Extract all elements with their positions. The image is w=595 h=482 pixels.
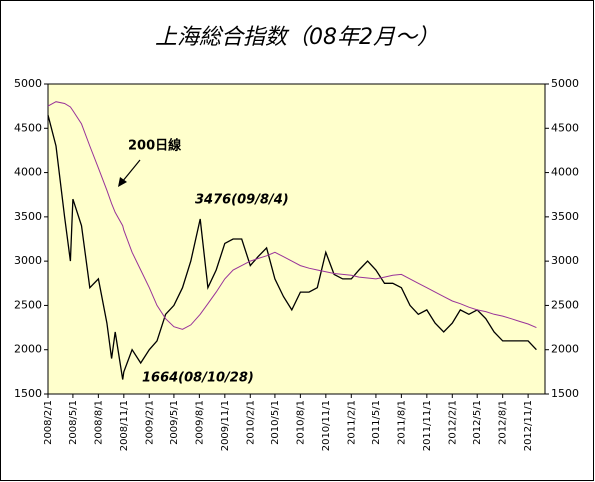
- x-tick-label: 2010/8/1: [295, 400, 306, 445]
- y2-tick-label: 5000: [551, 77, 579, 90]
- x-tick-label: 2008/8/1: [93, 400, 104, 445]
- y-tick-label: 2500: [14, 298, 42, 311]
- chart-title: 上海総合指数（08年2月～）: [155, 25, 439, 50]
- x-tick-label: 2009/8/1: [194, 400, 205, 445]
- y-tick-label: 3000: [14, 254, 42, 267]
- annotation: 200日線: [128, 138, 182, 154]
- x-tick-label: 2009/5/1: [169, 400, 180, 445]
- y2-tick-label: 1500: [551, 387, 579, 400]
- x-tick-label: 2008/5/1: [68, 400, 79, 445]
- x-tick-label: 2012/2/1: [447, 400, 458, 445]
- annotation-arrow: [121, 159, 141, 183]
- marks: [47, 101, 537, 380]
- series-line: [47, 101, 537, 330]
- x-tick-label: 2012/5/1: [472, 400, 483, 445]
- y2-tick-label: 2000: [551, 343, 579, 356]
- y-tick-label: 3500: [14, 210, 42, 223]
- y-tick-label: 4500: [14, 121, 42, 134]
- y2-tick-label: 4500: [551, 121, 579, 134]
- x-tick-label: 2011/2/1: [346, 400, 357, 445]
- y-tick-label: 5000: [14, 77, 42, 90]
- series-line: [47, 114, 537, 380]
- x-tick-label: 2012/8/1: [498, 400, 509, 445]
- x-tick-label: 2009/11/1: [220, 400, 231, 451]
- x-tick-label: 2008/2/1: [43, 400, 54, 445]
- y2-tick-label: 2500: [551, 298, 579, 311]
- x-tick-label: 2010/11/1: [321, 400, 332, 451]
- x-tick-label: 2011/8/1: [396, 400, 407, 445]
- annotation: 3476(09/8/4): [195, 193, 289, 208]
- y-tick-label: 2000: [14, 343, 42, 356]
- y2-tick-label: 4000: [551, 166, 579, 179]
- x-tick-label: 2009/2/1: [144, 400, 155, 445]
- x-tick-label: 2011/5/1: [371, 400, 382, 445]
- annotation-arrowhead: [118, 177, 127, 187]
- y-tick-label: 4000: [14, 166, 42, 179]
- x-tick-label: 2010/2/1: [245, 400, 256, 445]
- y2-tick-label: 3500: [551, 210, 579, 223]
- x-tick-label: 2008/11/1: [119, 400, 130, 451]
- y-tick-label: 1500: [14, 387, 42, 400]
- x-tick-label: 2010/5/1: [270, 400, 281, 445]
- y2-tick-label: 3000: [551, 254, 579, 267]
- plot-area: [47, 83, 546, 395]
- x-tick-label: 2012/11/1: [523, 400, 534, 451]
- annotation: 1664(08/10/28): [142, 371, 254, 386]
- x-tick-label: 2011/11/1: [422, 400, 433, 451]
